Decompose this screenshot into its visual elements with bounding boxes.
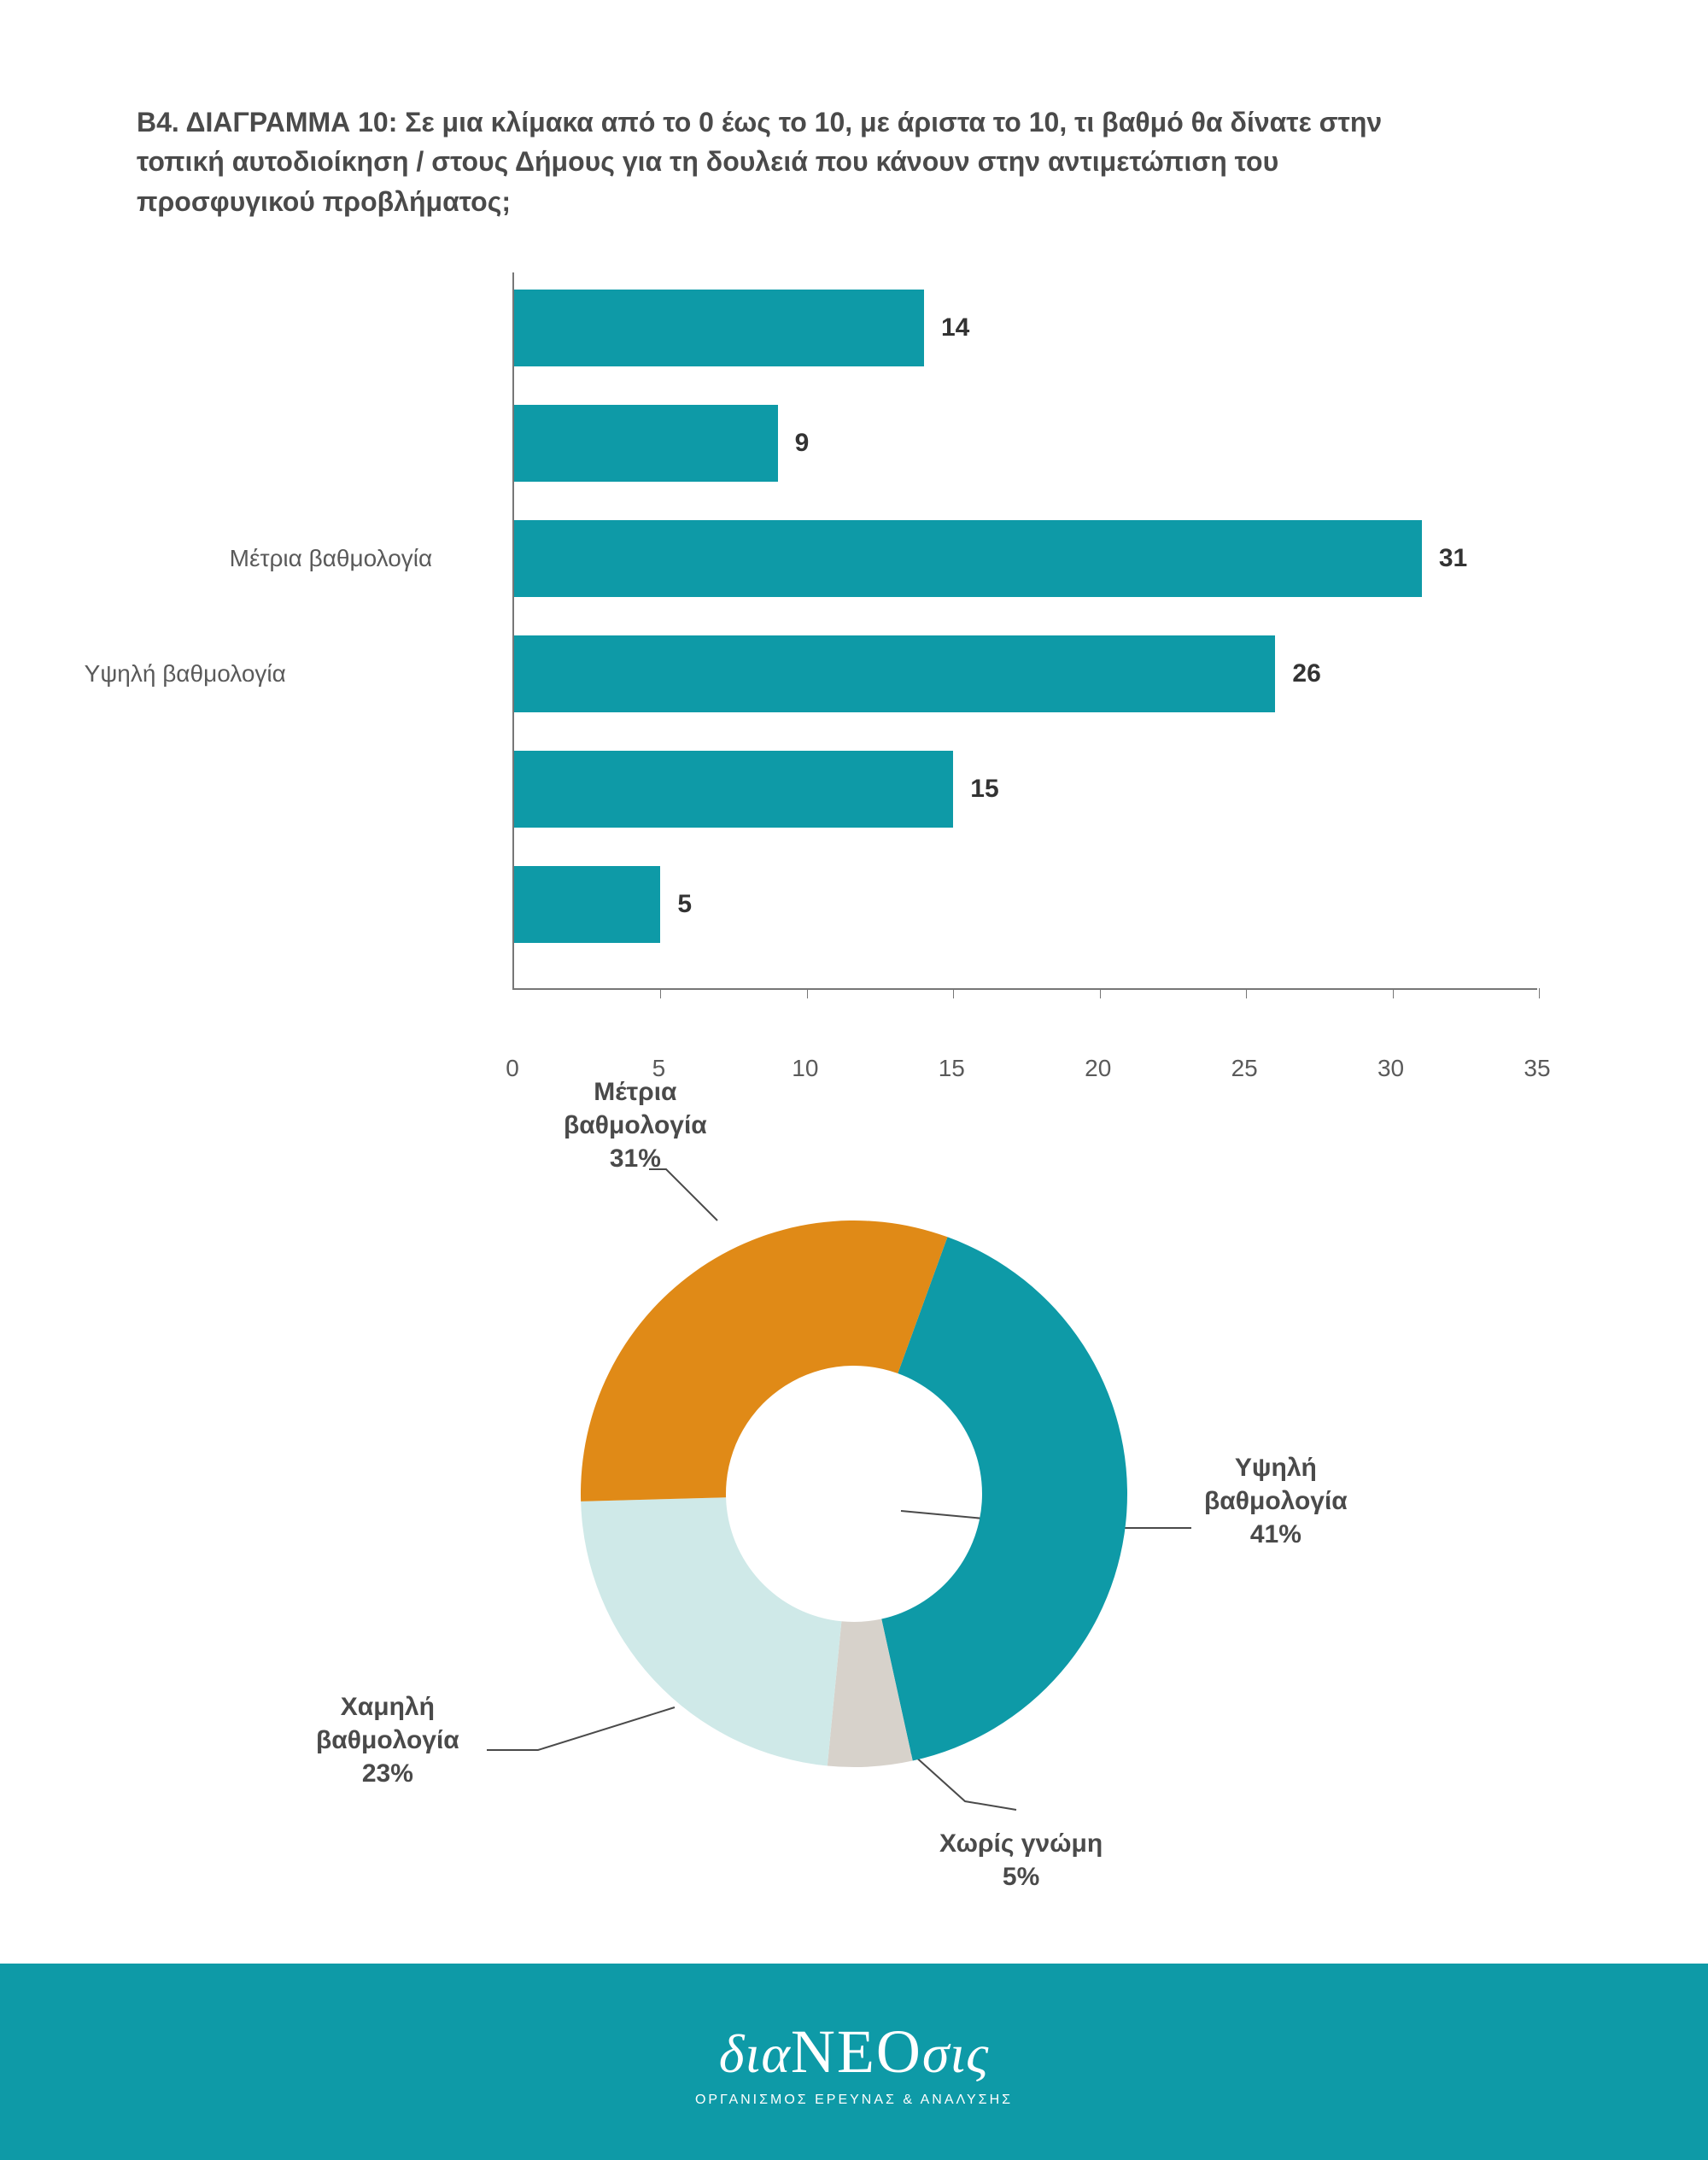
footer-logo: διαΝΕΟσις bbox=[719, 2017, 989, 2087]
footer-subtitle: ΟΡΓΑΝΙΣΜΟΣ ΕΡΕΥΝΑΣ & ΑΝΑΛΥΣΗΣ bbox=[695, 2093, 1013, 2108]
bar-row: Πολύ υψηλή βαθμολογία15 bbox=[514, 751, 999, 828]
bar bbox=[514, 751, 953, 828]
logo-main: ΝΕΟ bbox=[791, 2017, 922, 2086]
bar bbox=[514, 866, 660, 943]
bar-plot-area: Πολύ χαμηλή βαθμολογία14 Χαμηλή βαθμολογί… bbox=[512, 272, 1537, 990]
page-title: Β4. ΔΙΑΓΡΑΜΜΑ 10: Σε μια κλίμακα από το … bbox=[137, 102, 1418, 221]
donut-label: Χαμηλήβαθμολογία23% bbox=[316, 1690, 459, 1790]
bar-row: Υψηλή βαθμολογία26 bbox=[514, 635, 1321, 712]
bar-row: Πολύ χαμηλή βαθμολογία14 bbox=[514, 290, 969, 366]
donut-slice bbox=[581, 1220, 947, 1501]
bar-value: 15 bbox=[970, 775, 998, 804]
bar-value: 31 bbox=[1439, 544, 1467, 573]
bar bbox=[514, 635, 1275, 712]
bar-x-axis: 05101520253035 bbox=[512, 990, 1537, 1041]
donut-svg bbox=[555, 1195, 1153, 1793]
logo-prefix: δια bbox=[719, 2023, 791, 2084]
donut-label: Υψηλήβαθμολογία41% bbox=[1204, 1451, 1348, 1551]
logo-suffix: σις bbox=[922, 2023, 989, 2084]
bar-value: 5 bbox=[677, 890, 692, 919]
donut-label: Μέτριαβαθμολογία31% bbox=[564, 1075, 707, 1175]
bar bbox=[514, 405, 778, 482]
donut-slice bbox=[581, 1497, 841, 1765]
bar bbox=[514, 290, 924, 366]
bar-label: Μέτρια βαθμολογία bbox=[116, 545, 432, 572]
bar-chart: Πολύ χαμηλή βαθμολογία14 Χαμηλή βαθμολογί… bbox=[188, 272, 1571, 1041]
bar-row: Μέτρια βαθμολογία31 bbox=[514, 520, 1467, 597]
bar bbox=[514, 520, 1422, 597]
bar-row: Χαμηλή βαθμολογία9 bbox=[514, 405, 809, 482]
donut-label: Χωρίς γνώμη5% bbox=[939, 1827, 1103, 1894]
bar-label: Υψηλή βαθμολογία bbox=[0, 660, 286, 688]
footer: διαΝΕΟσις ΟΡΓΑΝΙΣΜΟΣ ΕΡΕΥΝΑΣ & ΑΝΑΛΥΣΗΣ bbox=[0, 1964, 1708, 2160]
bar-value: 9 bbox=[795, 429, 810, 458]
bar-value: 26 bbox=[1292, 659, 1320, 688]
bar-row: Χωρίς γνώμη5 bbox=[514, 866, 692, 943]
donut-chart: Υψηλήβαθμολογία41% Χωρίς γνώμη5% Χαμηλήβαθ… bbox=[171, 1075, 1537, 1929]
bar-value: 14 bbox=[941, 313, 969, 342]
